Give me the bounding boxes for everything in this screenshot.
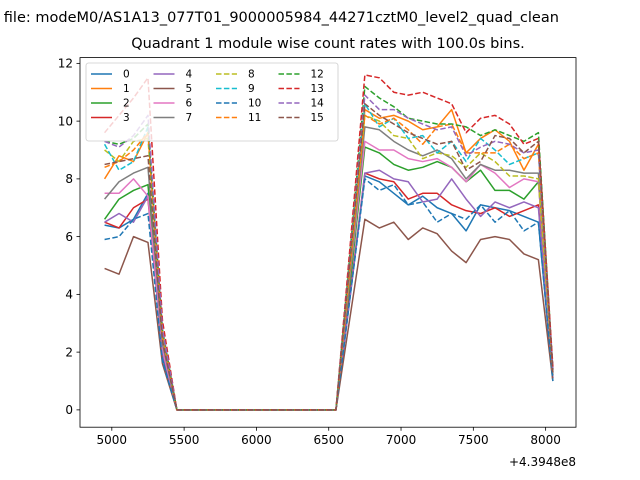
- x-tick-label: 5000: [97, 433, 128, 447]
- legend-label-1: 1: [123, 83, 130, 95]
- y-tick-label: 0: [65, 403, 73, 417]
- legend-label-0: 0: [123, 69, 130, 81]
- plot-frame: [79, 57, 577, 428]
- x-tick-label: 7000: [386, 433, 417, 447]
- y-tick-label: 12: [58, 57, 73, 71]
- figure-suptitle: n file: modeM0/AS1A13_077T01_9000005984_…: [0, 10, 559, 26]
- legend-label-13: 13: [311, 83, 324, 95]
- legend-label-8: 8: [248, 69, 255, 81]
- legend-label-11: 11: [248, 112, 261, 124]
- legend-label-10: 10: [248, 98, 261, 110]
- x-tick-label: 5500: [169, 433, 200, 447]
- legend-label-4: 4: [186, 69, 193, 81]
- legend-box: [85, 62, 339, 142]
- x-tick-label: 7500: [458, 433, 489, 447]
- legend-label-3: 3: [123, 112, 130, 124]
- x-tick-label: 6000: [241, 433, 272, 447]
- series-line-11: [104, 114, 554, 411]
- chart-title: Quadrant 1 module wise count rates with …: [131, 36, 525, 52]
- y-tick-label: 4: [65, 288, 73, 302]
- y-tick-label: 2: [65, 345, 73, 359]
- series-line-15: [104, 103, 554, 411]
- legend-label-6: 6: [186, 98, 193, 110]
- series-layer: [103, 74, 554, 411]
- y-tick-label: 8: [65, 172, 73, 186]
- legend-label-15: 15: [311, 112, 324, 124]
- legend-label-9: 9: [248, 83, 255, 95]
- legend-label-2: 2: [123, 98, 130, 110]
- x-offset-label: +4.3948e8: [509, 455, 576, 469]
- y-tick-label: 6: [65, 230, 73, 244]
- legend-label-12: 12: [311, 69, 324, 81]
- x-tick-label: 6500: [313, 433, 344, 447]
- x-tick-label: 8000: [530, 433, 561, 447]
- legend-label-7: 7: [186, 112, 193, 124]
- y-tick-label: 10: [58, 114, 73, 128]
- legend-label-5: 5: [186, 83, 193, 95]
- legend-label-14: 14: [311, 98, 325, 110]
